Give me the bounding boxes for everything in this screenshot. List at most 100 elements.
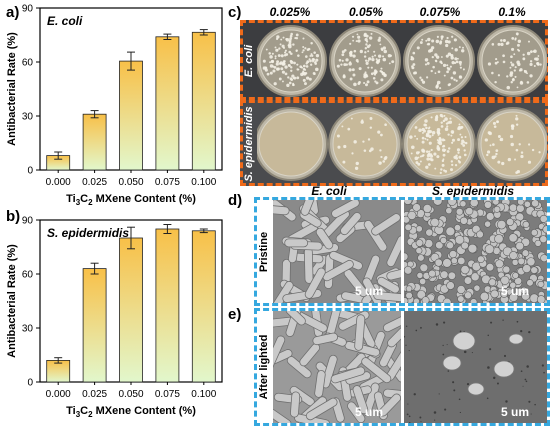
colony — [284, 65, 288, 69]
colony — [430, 69, 433, 73]
colony — [351, 35, 355, 38]
colony — [447, 40, 451, 44]
colony — [287, 64, 290, 67]
colony — [305, 65, 309, 68]
colony — [351, 152, 354, 155]
colony — [336, 134, 340, 138]
colony — [487, 131, 491, 135]
colony — [274, 55, 277, 58]
surface-pit — [526, 365, 529, 368]
colony — [502, 54, 505, 58]
colony — [522, 57, 526, 61]
colony — [355, 161, 359, 166]
colony — [444, 39, 449, 44]
bacterium-coccus — [469, 298, 478, 303]
colony — [290, 32, 293, 36]
bacterium-coccus — [404, 223, 412, 231]
surface-pit — [408, 350, 410, 352]
bacterium-coccus — [447, 271, 456, 280]
surface-pit — [434, 419, 436, 421]
x-tick-label: 0.050 — [118, 389, 143, 400]
surface-pit — [520, 370, 523, 373]
surface-pit — [413, 393, 416, 396]
colony — [368, 57, 372, 61]
colony — [376, 61, 379, 65]
colony — [434, 167, 437, 170]
bacterium-coccus — [496, 220, 507, 230]
colony — [447, 133, 450, 136]
surface-pit — [438, 393, 440, 395]
colony — [285, 38, 290, 42]
colony — [431, 134, 434, 137]
colony — [341, 50, 345, 54]
colony — [370, 66, 373, 69]
colony — [355, 40, 358, 43]
colony — [264, 66, 267, 69]
bacterium-rod — [352, 385, 369, 415]
colony — [282, 62, 286, 66]
bacterium-coccus — [479, 291, 490, 302]
colony — [296, 63, 299, 66]
colony — [421, 80, 426, 84]
colony — [430, 116, 433, 119]
colony — [486, 150, 491, 154]
bar — [155, 36, 180, 171]
colony — [410, 152, 413, 155]
colony — [529, 62, 533, 67]
chart-b: 0.000 0.025 0.050 0.075 0.100 0 30 60 90 S. epide… — [6, 216, 223, 419]
colony — [364, 47, 368, 50]
colony — [447, 83, 451, 87]
colony — [349, 61, 352, 64]
ecoli-row-label: E. coli — [243, 44, 255, 78]
bacterium-coccus — [405, 285, 413, 292]
colony — [336, 64, 340, 68]
colony — [526, 72, 528, 75]
colony — [515, 123, 519, 126]
surface-pit — [447, 370, 450, 372]
colony — [496, 61, 499, 64]
colony — [457, 151, 460, 154]
bar — [155, 228, 180, 383]
panel-label-a: a) — [6, 4, 20, 21]
bacterium-coccus — [516, 204, 525, 213]
surface-pit — [489, 348, 492, 351]
colony — [278, 47, 281, 50]
colony — [383, 49, 388, 54]
bacterium-coccus — [506, 218, 515, 226]
colony — [337, 145, 341, 149]
colony — [455, 60, 459, 64]
colony — [315, 67, 319, 72]
bacterium-coccus — [415, 247, 423, 255]
x-tick-label: 0.000 — [46, 389, 71, 400]
colony — [533, 49, 537, 54]
bacterium-coccus — [488, 278, 497, 287]
colony — [509, 134, 514, 139]
surface-pit — [407, 403, 409, 405]
colony — [289, 34, 293, 38]
colony — [454, 61, 457, 65]
scale-label-4: 5 um — [501, 405, 530, 419]
colony — [302, 49, 305, 52]
colony — [269, 55, 273, 59]
colony — [341, 125, 344, 128]
colony — [501, 161, 505, 166]
colony — [441, 138, 445, 142]
bacterium-coccus — [484, 244, 495, 254]
bar — [46, 359, 71, 383]
colony — [361, 119, 364, 122]
colony — [510, 81, 513, 84]
colony — [356, 33, 359, 36]
colony — [382, 57, 387, 62]
colony — [527, 160, 532, 164]
colony — [447, 147, 451, 150]
bacterium-rod — [315, 227, 334, 250]
sepi-row-label-box: S. epidermidis — [241, 106, 257, 181]
colony — [421, 140, 425, 144]
colony — [269, 61, 272, 64]
colony — [538, 151, 541, 154]
colony — [296, 76, 300, 80]
surface-pit — [444, 408, 447, 411]
colony — [440, 121, 443, 124]
colony — [425, 126, 428, 130]
surface-pit — [541, 364, 544, 367]
